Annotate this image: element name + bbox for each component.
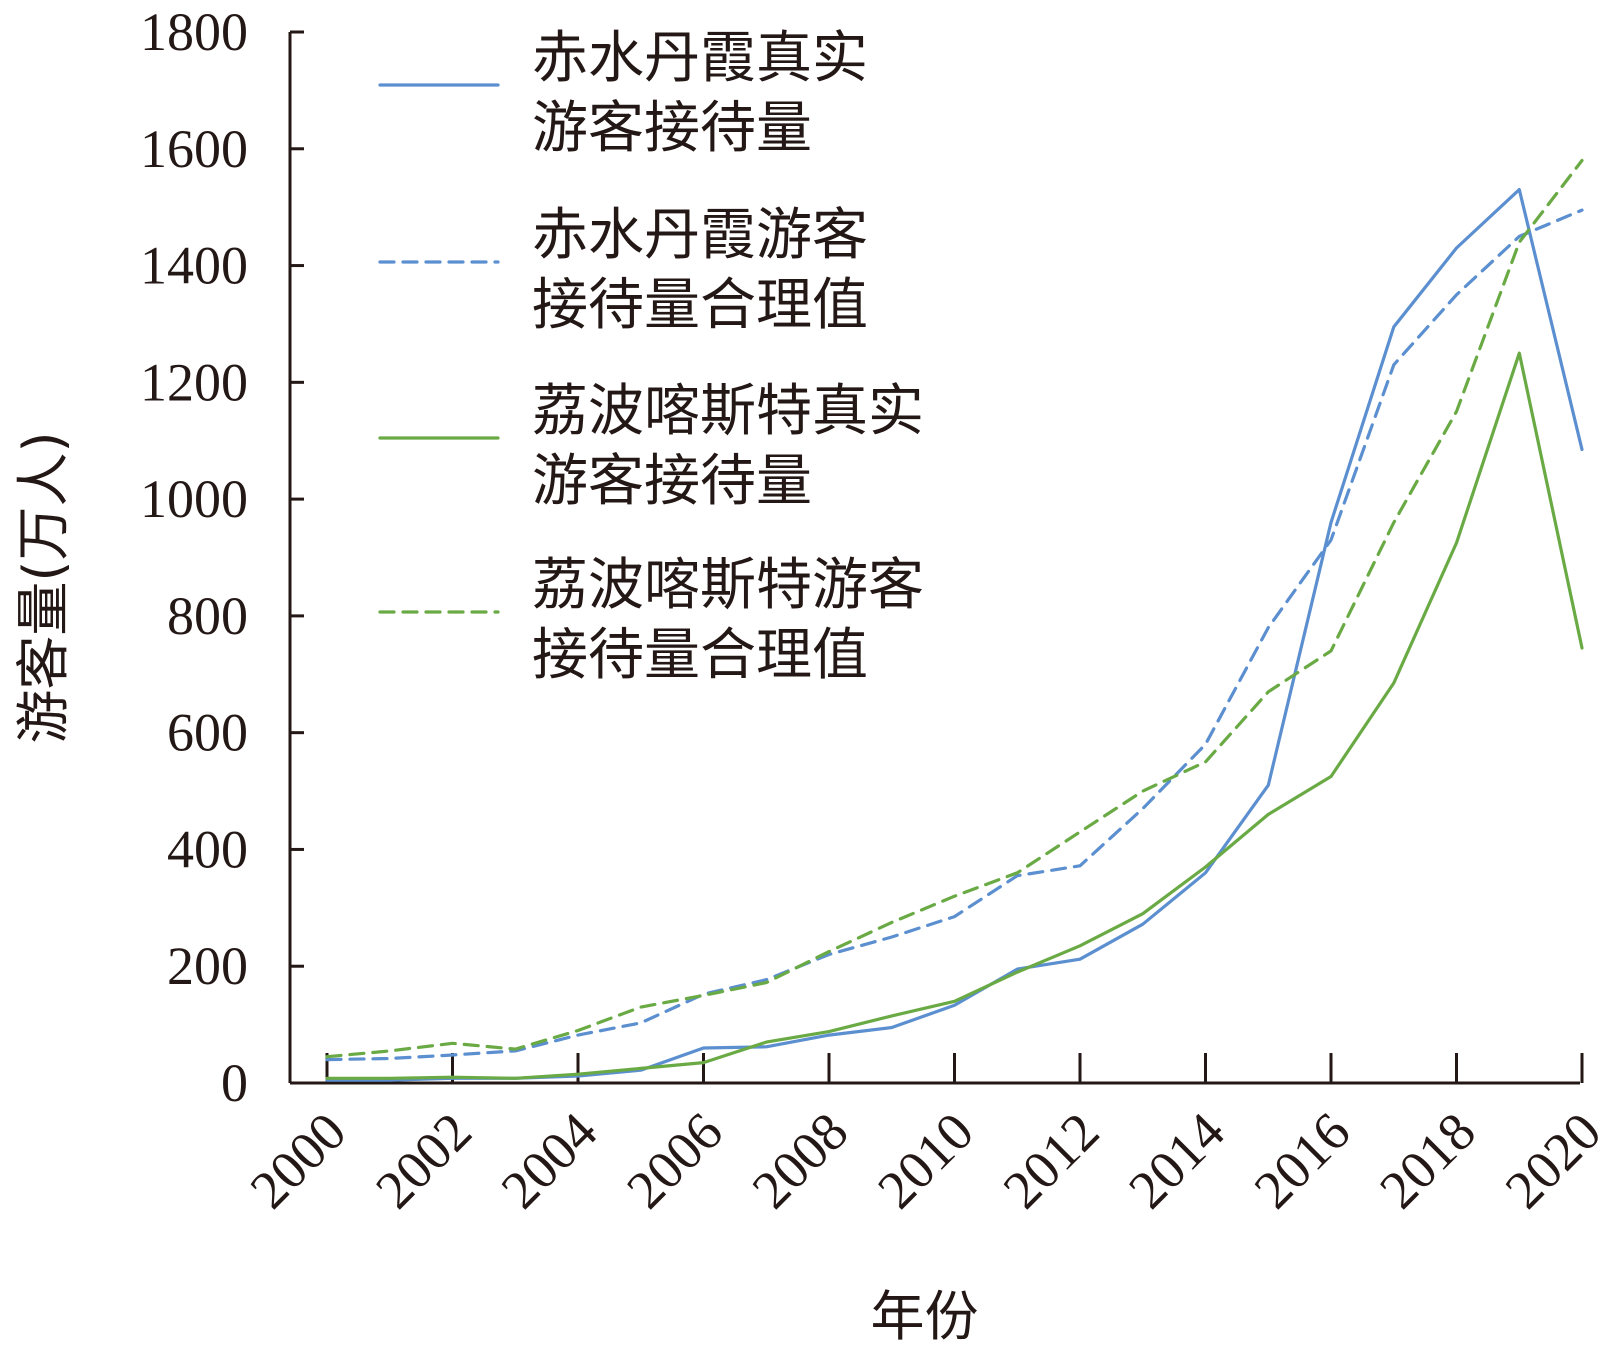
series-line-3: [325, 351, 1584, 1080]
series-line-2: [325, 208, 1584, 1062]
legend-label-4: 荔波喀斯特游客接待量合理值: [532, 553, 924, 688]
y-tick-label: 800: [167, 586, 248, 646]
axes: [288, 32, 1580, 1085]
x-tick-label: 2008: [741, 1101, 860, 1220]
legend-label-line: 荔波喀斯特真实: [532, 379, 924, 444]
x-tick-label: 2014: [1117, 1101, 1236, 1220]
x-tick-label: 2002: [364, 1101, 483, 1220]
y-axis-ticks: 0 200 400 600 800 1000 1200 1400 1600 1800: [140, 2, 304, 1113]
legend-label-line: 接待量合理值: [532, 273, 868, 338]
y-tick-label: 1400: [140, 236, 248, 296]
y-tick-label: 1000: [140, 469, 248, 529]
y-tick-label: 1600: [140, 119, 248, 179]
y-tick-label: 400: [167, 819, 248, 879]
series-line-4: [325, 158, 1584, 1059]
legend-label-line: 荔波喀斯特游客: [532, 553, 924, 618]
legend-label-2: 赤水丹霞游客接待量合理值: [532, 203, 868, 338]
y-axis-title: 游客量(万人): [12, 431, 75, 743]
x-tick-label: 2010: [866, 1101, 985, 1220]
x-tick-label: 2020: [1494, 1101, 1613, 1220]
y-tick-label: 1200: [140, 352, 248, 412]
series-line-1: [325, 188, 1584, 1082]
legend-label-line: 赤水丹霞真实: [532, 26, 868, 91]
legend-label-line: 游客接待量: [532, 96, 812, 161]
x-tick-label: 2012: [992, 1101, 1111, 1220]
x-tick-label: 2018: [1368, 1101, 1487, 1220]
x-axis-title: 年份: [871, 1285, 979, 1348]
x-tick-label: 2004: [490, 1101, 609, 1220]
legend: 赤水丹霞真实游客接待量赤水丹霞游客接待量合理值荔波喀斯特真实游客接待量荔波喀斯特…: [378, 26, 924, 688]
x-tick-label: 2006: [615, 1101, 734, 1220]
legend-label-1: 赤水丹霞真实游客接待量: [532, 26, 868, 161]
y-tick-label: 600: [167, 703, 248, 763]
y-tick-label: 1800: [140, 2, 248, 62]
legend-label-line: 赤水丹霞游客: [532, 203, 868, 268]
series-group: [325, 158, 1584, 1082]
y-tick-label: 0: [221, 1053, 248, 1113]
x-tick-label: 2016: [1243, 1101, 1362, 1220]
legend-label-line: 游客接待量: [532, 449, 812, 514]
x-tick-label: 2000: [239, 1101, 358, 1220]
legend-label-3: 荔波喀斯特真实游客接待量: [532, 379, 924, 514]
legend-label-line: 接待量合理值: [532, 623, 868, 688]
y-tick-label: 200: [167, 936, 248, 996]
